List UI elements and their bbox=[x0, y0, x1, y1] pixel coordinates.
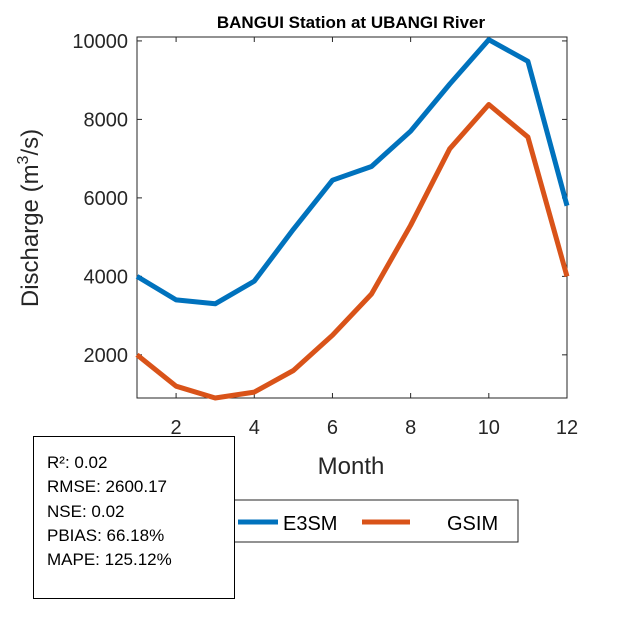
x-axis-label: Month bbox=[318, 453, 385, 480]
stat-r2: R²: 0.02 bbox=[47, 453, 108, 472]
stat-rmse: RMSE: 2600.17 bbox=[47, 477, 168, 497]
y-tick-label-4000: 4000 bbox=[84, 266, 129, 288]
chart-title: BANGUI Station at UBANGI River bbox=[217, 13, 486, 32]
statistics-box: R²: 0.02 RMSE: 2600.17 NSE: 0.02 PBIAS: … bbox=[33, 436, 235, 599]
y-axis-label-main: Discharge (m bbox=[17, 164, 44, 307]
y-axis-label: Discharge (m3/s) bbox=[15, 129, 44, 307]
x-tick-label-10: 10 bbox=[478, 417, 500, 439]
stat-pbias: PBIAS: 66.18% bbox=[47, 525, 165, 545]
stat-mape: MAPE: 125.12% bbox=[47, 550, 172, 570]
y-tick-label-6000: 6000 bbox=[84, 188, 129, 210]
legend-label-e3sm: E3SM bbox=[283, 513, 337, 535]
x-tick-label-2: 2 bbox=[171, 417, 182, 439]
x-tick-label-12: 12 bbox=[556, 417, 578, 439]
series-line-e3sm bbox=[135, 37, 570, 307]
y-tick-label-8000: 8000 bbox=[84, 109, 129, 131]
x-tick-label-8: 8 bbox=[405, 417, 416, 439]
x-tick-label-6: 6 bbox=[327, 417, 338, 439]
legend-label-gsim: GSIM bbox=[447, 513, 498, 535]
series-line-gsim bbox=[135, 102, 570, 401]
y-tick-label-2000: 2000 bbox=[84, 345, 129, 367]
x-tick-label-4: 4 bbox=[249, 417, 260, 439]
stat-nse: NSE: 0.02 bbox=[47, 501, 125, 521]
plot-area bbox=[136, 36, 568, 399]
y-tick-label-10000: 10000 bbox=[72, 31, 128, 53]
y-axis-label-suffix: /s) bbox=[17, 129, 44, 156]
y-axis-label-superscript: 3 bbox=[15, 155, 32, 164]
